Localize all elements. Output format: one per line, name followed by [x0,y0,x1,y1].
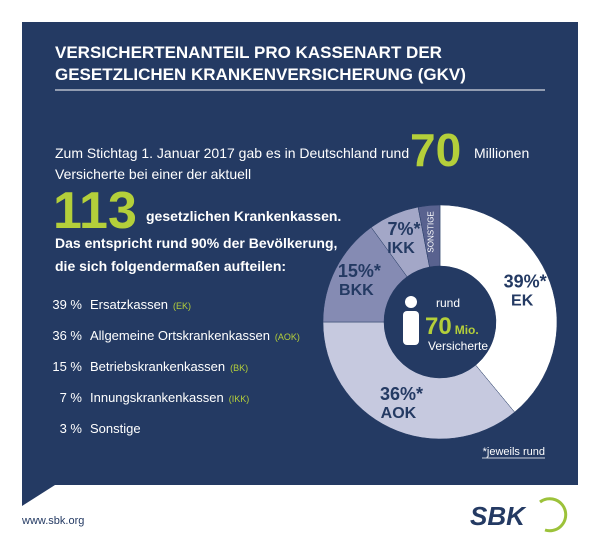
segment-category-label: EK [511,292,534,309]
list-entry: Allgemeine Ortskrankenkassen (AOK) [90,328,300,343]
segment-category-label: AOK [381,405,417,422]
list-entry: Sonstige [90,421,141,436]
list-name: Betriebskrankenkassen [90,359,225,374]
title-line: VERSICHERTENANTEIL PRO KASSENART DER [55,43,442,62]
intro-text: Versicherte bei einer der aktuell [55,166,251,182]
list-share: 7 % [60,390,83,405]
center-text: Versicherte [428,339,488,353]
center-disc [385,267,495,377]
list-name: Ersatzkassen [90,297,168,312]
list-abbr: (BK) [230,363,248,373]
list-name: Sonstige [90,421,141,436]
list-abbr: (EK) [173,301,191,311]
logo-swoosh [539,497,568,533]
segment-value-label: 7%* [388,219,421,239]
intro-text: Das entspricht rund 90% der Bevölkerung, [55,235,337,251]
segment-value-label: 15%* [338,261,381,281]
center-number-unit: Mio. [455,323,479,337]
donut-segment [322,321,515,440]
segment-category-label: IKK [387,240,415,257]
list-name: Allgemeine Ortskrankenkassen [90,328,270,343]
list-entry: Ersatzkassen (EK) [90,297,191,312]
title-line: GESETZLICHEN KRANKENVERSICHERUNG (GKV) [55,65,466,84]
intro-text: Zum Stichtag 1. Januar 2017 gab es in De… [55,145,409,161]
donut-segment [439,204,558,413]
share-list: 39 % Ersatzkassen (EK) 36 % Allgemeine Ortsk… [52,297,300,436]
center-text: rund [436,296,460,310]
segment-value-label: 39%* [504,271,547,291]
list-name: Innungskrankenkassen [90,390,224,405]
footer-url: www.sbk.org [21,515,84,527]
list-share: 36 % [52,328,82,343]
list-entry: Betriebskrankenkassen (BK) [90,359,248,374]
donut-chart: 39%*EK 36%*AOK 15%*BKK 7%*IKK SONSTIGE rund 70… [322,204,558,440]
segment-category-label: SONSTIGE [427,211,436,252]
center-number: 70 Mio. [425,313,479,340]
list-share: 15 % [52,359,82,374]
list-entry: Innungskrankenkassen (IKK) [90,390,249,405]
intro-text: Millionen [474,145,529,161]
donut-segment [417,204,441,268]
person-head [405,296,417,308]
big-number: 113 [53,182,137,240]
list-abbr: (AOK) [275,332,300,342]
logo: SBK [470,501,527,531]
person-body [403,311,419,345]
intro-text: die sich folgendermaßen aufteilen: [55,258,286,274]
list-abbr: (IKK) [229,394,250,404]
list-share: 39 % [52,297,82,312]
segment-value-label: 36%* [380,384,423,404]
big-number: 70 [410,124,461,176]
list-share: 3 % [60,421,83,436]
intro-text: gesetzlichen Krankenkassen. [146,208,341,224]
center-number-value: 70 [425,313,452,340]
segment-category-label: BKK [339,282,374,299]
footnote: *jeweils rund [483,446,545,458]
